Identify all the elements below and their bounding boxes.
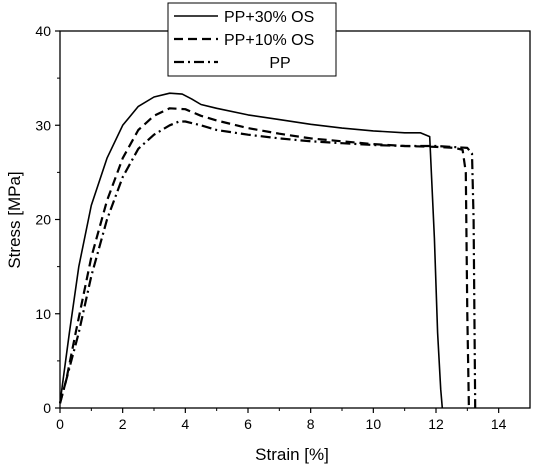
- y-tick-label: 0: [43, 400, 51, 416]
- legend: PP+30% OS PP+10% OS PP: [167, 2, 337, 77]
- y-axis-title: Stress [MPa]: [5, 171, 24, 268]
- series-layer: [58, 92, 477, 409]
- plot-frame: [59, 30, 531, 409]
- series-line-3: [58, 120, 477, 409]
- x-tick-label: 14: [491, 416, 507, 432]
- x-tick-label: 8: [307, 416, 315, 432]
- plot-border: [59, 30, 531, 409]
- y-tick-label: 10: [35, 306, 51, 322]
- x-tick-label: 10: [366, 416, 382, 432]
- x-tick-label: 12: [428, 416, 444, 432]
- y-tick-label: 20: [35, 212, 51, 228]
- x-tick-label: 4: [181, 416, 189, 432]
- x-axis-ticks: 0 2 4 6 8 10 12 14: [56, 408, 507, 432]
- series-line-2: [58, 107, 470, 409]
- x-tick-label: 0: [56, 416, 64, 432]
- x-axis-title: Strain [%]: [255, 445, 329, 464]
- y-tick-label: 40: [35, 23, 51, 39]
- legend-label: PP+30% OS: [224, 9, 314, 26]
- series-line-1: [59, 92, 444, 409]
- legend-label: PP+10% OS: [224, 32, 314, 49]
- y-tick-label: 30: [35, 117, 51, 133]
- y-axis-ticks: 0 10 20 30 40: [35, 23, 60, 416]
- legend-label: PP: [269, 55, 290, 72]
- x-tick-label: 2: [119, 416, 127, 432]
- x-tick-label: 6: [244, 416, 252, 432]
